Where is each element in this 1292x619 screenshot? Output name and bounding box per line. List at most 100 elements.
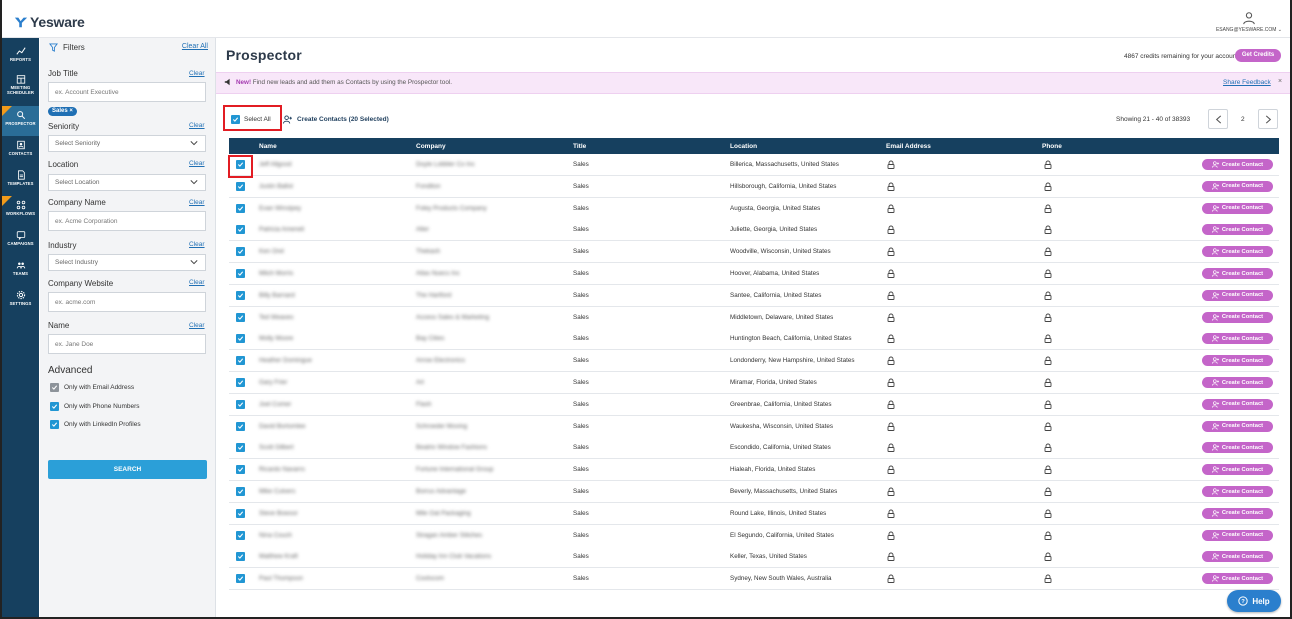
select-all-checkbox[interactable]: Select All (231, 115, 271, 124)
row-checkbox[interactable] (236, 356, 245, 366)
next-page-button[interactable] (1258, 109, 1278, 129)
row-checkbox[interactable] (236, 290, 245, 300)
nav-item-templates[interactable]: TEMPLATES (2, 166, 39, 196)
nav-item-teams[interactable]: TEAMS (2, 256, 39, 286)
job-title-chip[interactable]: Sales × (48, 107, 77, 116)
company-name-clear[interactable]: Clear (189, 199, 205, 206)
only-email-checkbox[interactable]: Only with Email Address (50, 383, 134, 392)
location-select[interactable]: Select Location (48, 174, 206, 191)
seniority-select[interactable]: Select Seniority (48, 135, 206, 152)
row-checkbox[interactable] (236, 225, 245, 235)
create-contact-button[interactable]: Create Contact (1202, 224, 1273, 236)
row-checkbox[interactable] (236, 487, 245, 496)
create-contact-button[interactable]: Create Contact (1202, 486, 1273, 497)
clear-all-link[interactable]: Clear All (181, 43, 208, 50)
phone-lock-icon[interactable] (1044, 378, 1052, 387)
create-contact-button[interactable]: Create Contact (1202, 377, 1273, 388)
phone-lock-icon[interactable] (1044, 160, 1052, 169)
email-lock-icon[interactable] (887, 182, 895, 191)
row-checkbox[interactable] (236, 530, 245, 540)
phone-lock-icon[interactable] (1044, 182, 1052, 191)
phone-lock-icon[interactable] (1044, 574, 1052, 584)
row-checkbox[interactable] (236, 269, 245, 278)
nav-item-campaigns[interactable]: CAMPAIGNS (2, 226, 39, 256)
phone-lock-icon[interactable] (1044, 422, 1052, 431)
row-checkbox[interactable] (236, 181, 245, 191)
email-lock-icon[interactable] (887, 291, 895, 300)
row-checkbox[interactable] (236, 334, 245, 344)
create-contact-button[interactable]: Create Contact (1202, 202, 1273, 214)
email-lock-icon[interactable] (887, 400, 895, 409)
get-credits-button[interactable]: Get Credits (1235, 49, 1281, 62)
email-lock-icon[interactable] (887, 160, 895, 169)
phone-lock-icon[interactable] (1044, 291, 1052, 300)
email-lock-icon[interactable] (887, 313, 895, 322)
email-lock-icon[interactable] (887, 247, 895, 257)
create-contact-button[interactable]: Create Contact (1202, 246, 1273, 258)
nav-item-prospector[interactable]: PROSPECTOR (2, 106, 39, 136)
seniority-clear[interactable]: Clear (189, 122, 205, 129)
create-contact-button[interactable]: Create Contact (1202, 311, 1273, 323)
row-checkbox[interactable] (236, 421, 245, 431)
row-checkbox[interactable] (236, 378, 245, 387)
phone-lock-icon[interactable] (1044, 269, 1052, 278)
only-linkedin-checkbox[interactable]: Only with LinkedIn Profiles (50, 420, 141, 429)
email-lock-icon[interactable] (887, 225, 895, 235)
phone-lock-icon[interactable] (1044, 552, 1052, 562)
share-feedback-link[interactable]: Share Feedback (1223, 79, 1271, 86)
checkbox-icon[interactable] (50, 420, 59, 429)
banner-close-icon[interactable]: × (1278, 78, 1283, 85)
row-checkbox[interactable] (236, 465, 245, 475)
job-title-clear[interactable]: Clear (189, 70, 205, 77)
nav-item-reports[interactable]: REPORTS (2, 42, 39, 72)
email-lock-icon[interactable] (887, 356, 895, 366)
email-lock-icon[interactable] (887, 204, 895, 213)
column-header-name[interactable]: Name (259, 143, 277, 150)
column-header-title[interactable]: Title (573, 143, 587, 150)
email-lock-icon[interactable] (887, 269, 895, 278)
create-contact-button[interactable]: Create Contact (1202, 464, 1273, 476)
phone-lock-icon[interactable] (1044, 334, 1052, 344)
checkbox-icon[interactable] (50, 383, 59, 392)
nav-item-contacts[interactable]: CONTACTS (2, 136, 39, 166)
phone-lock-icon[interactable] (1044, 247, 1052, 257)
row-checkbox[interactable] (236, 160, 245, 169)
phone-lock-icon[interactable] (1044, 465, 1052, 475)
create-contact-button[interactable]: Create Contact (1202, 180, 1273, 192)
location-clear[interactable]: Clear (189, 160, 205, 167)
create-contact-button[interactable]: Create Contact (1202, 507, 1273, 519)
phone-lock-icon[interactable] (1044, 400, 1052, 409)
create-contacts-button[interactable]: Create Contacts (20 Selected) (283, 115, 389, 124)
user-menu[interactable]: ESANG@YESWARE.COM ⌄ (1216, 11, 1282, 33)
checkbox-icon[interactable] (231, 115, 240, 124)
company-name-input[interactable]: ex. Acme Corporation (48, 211, 206, 231)
row-checkbox[interactable] (236, 399, 245, 409)
nav-item-workflows[interactable]: WORKFLOWS (2, 196, 39, 226)
create-contact-button[interactable]: Create Contact (1202, 289, 1273, 301)
row-checkbox[interactable] (236, 203, 245, 213)
create-contact-button[interactable]: Create Contact (1202, 268, 1273, 279)
create-contact-button[interactable]: Create Contact (1202, 420, 1273, 432)
nav-item-settings[interactable]: SETTINGS (2, 286, 39, 316)
email-lock-icon[interactable] (887, 465, 895, 475)
create-contact-button[interactable]: Create Contact (1202, 333, 1273, 345)
search-button[interactable]: SEARCH (48, 460, 207, 479)
phone-lock-icon[interactable] (1044, 509, 1052, 518)
email-lock-icon[interactable] (887, 334, 895, 344)
name-clear[interactable]: Clear (189, 322, 205, 329)
company-website-input[interactable]: ex. acme.com (48, 292, 206, 312)
phone-lock-icon[interactable] (1044, 225, 1052, 235)
create-contact-button[interactable]: Create Contact (1202, 442, 1273, 454)
nav-item-meeting-scheduler[interactable]: MEETING SCHEDULER (2, 70, 39, 106)
phone-lock-icon[interactable] (1044, 204, 1052, 213)
chip-remove-icon[interactable]: × (69, 108, 73, 114)
job-title-input[interactable]: ex. Account Executive (48, 82, 206, 102)
create-contact-button[interactable]: Create Contact (1202, 398, 1273, 410)
name-input[interactable]: ex. Jane Doe (48, 334, 206, 354)
email-lock-icon[interactable] (887, 509, 895, 518)
phone-lock-icon[interactable] (1044, 313, 1052, 322)
column-header-company[interactable]: Company (416, 143, 446, 150)
email-lock-icon[interactable] (887, 378, 895, 387)
row-checkbox[interactable] (236, 552, 245, 562)
email-lock-icon[interactable] (887, 487, 895, 496)
